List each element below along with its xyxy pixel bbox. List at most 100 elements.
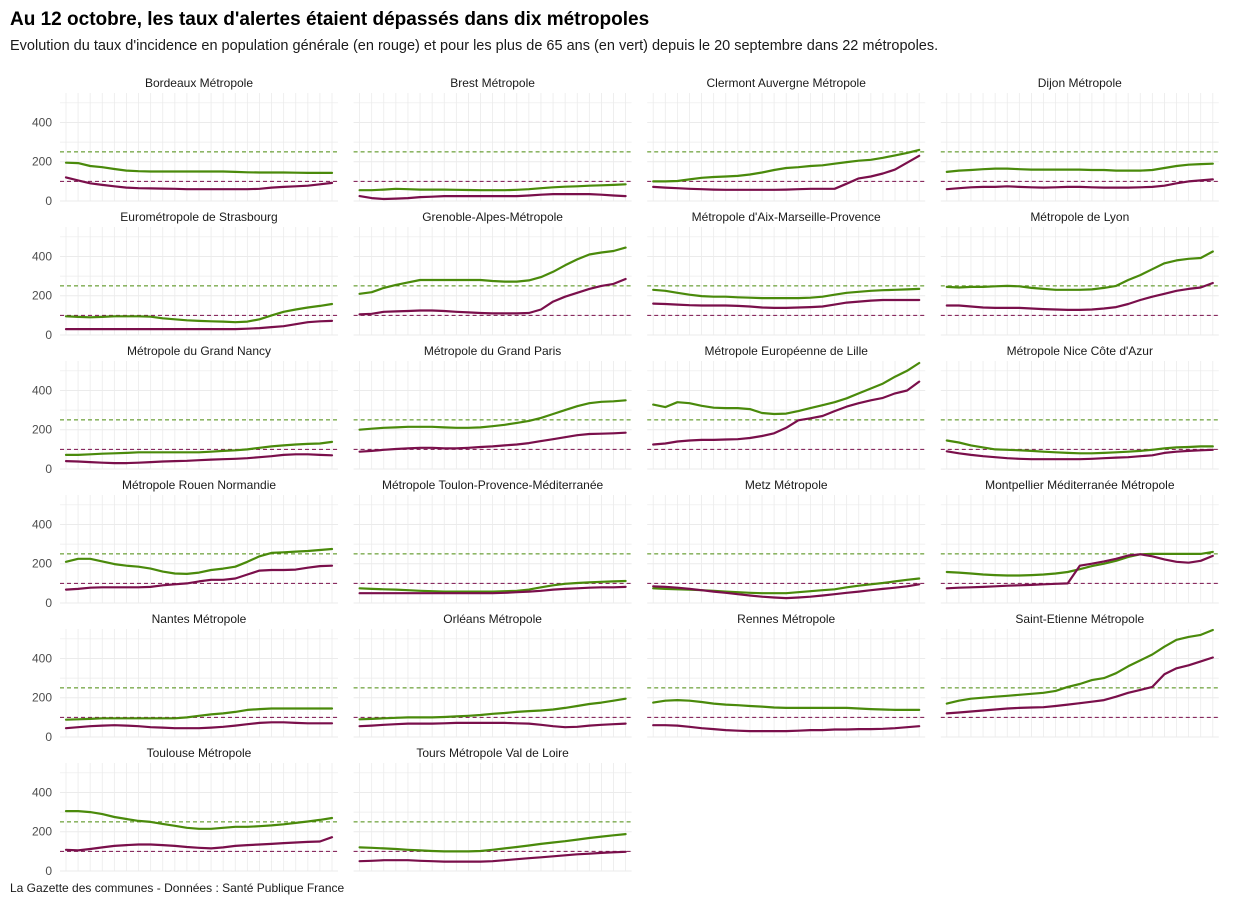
- facet-tours-metropole-val-de-loire: Tours Métropole Val de Loire: [353, 746, 632, 872]
- series-line-general: [652, 724, 921, 733]
- facet-metropole-toulon-provence-mediterranee: Métropole Toulon-Provence-Méditerranée: [353, 478, 632, 604]
- series-line-general: [358, 721, 627, 729]
- series-line-general: [945, 178, 1214, 191]
- y-tick-label: 0: [45, 462, 52, 476]
- series-line-general: [945, 553, 1214, 590]
- facet-saint-etienne-metropole: Saint-Etienne Métropole: [940, 612, 1219, 738]
- y-tick-label: 0: [45, 596, 52, 610]
- facet-clermont-auvergne-metropole: Clermont Auvergne Métropole: [647, 76, 926, 202]
- series-line-over65: [652, 361, 921, 416]
- y-tick-label: 0: [45, 730, 52, 744]
- facet-title: Toulouse Métropole: [147, 746, 252, 760]
- series-line-general: [652, 583, 921, 600]
- y-tick-label: 400: [32, 249, 52, 263]
- facet-metropole-rouen-normandie: Métropole Rouen Normandie 0 200 400: [32, 478, 338, 610]
- facet-metz-metropole: Metz Métropole: [647, 478, 926, 604]
- series-line-over65: [64, 440, 334, 456]
- facet-title: Métropole Rouen Normandie: [122, 478, 276, 492]
- series-line-general: [64, 176, 334, 191]
- y-tick-label: 200: [32, 289, 52, 303]
- series-line-general: [945, 656, 1214, 715]
- series-line-over65: [64, 809, 334, 830]
- series-line-over65: [945, 550, 1214, 577]
- facet-toulouse-metropole: Toulouse Métropole 0 200 400: [32, 746, 338, 878]
- series-line-over65: [358, 246, 627, 295]
- series-line-over65: [652, 698, 921, 712]
- series-line-general: [64, 453, 334, 465]
- y-tick-label: 200: [32, 825, 52, 839]
- series-line-general: [64, 319, 334, 331]
- y-tick-label: 200: [32, 557, 52, 571]
- y-tick-label: 200: [32, 423, 52, 437]
- series-line-general: [64, 836, 334, 852]
- series-line-over65: [945, 250, 1214, 291]
- facet-title: Dijon Métropole: [1038, 76, 1122, 90]
- facet-montpellier-mediterranee-metropole: Montpellier Méditerranée Métropole: [940, 478, 1219, 604]
- y-tick-label: 200: [32, 691, 52, 705]
- facet-title: Bordeaux Métropole: [145, 76, 253, 90]
- facet-title: Metz Métropole: [745, 478, 828, 492]
- series-line-over65: [64, 547, 334, 576]
- series-line-over65: [945, 628, 1214, 705]
- facet-brest-metropole: Brest Métropole: [353, 76, 632, 202]
- series-line-general: [652, 154, 921, 191]
- y-tick-label: 400: [32, 517, 52, 531]
- y-tick-label: 200: [32, 155, 52, 169]
- facet-metropole-d-aix-marseille-provence: Métropole d'Aix-Marseille-Provence: [647, 210, 926, 336]
- y-tick-label: 0: [45, 194, 52, 208]
- chart-subtitle: Evolution du taux d'incidence en populat…: [10, 38, 939, 54]
- series-line-over65: [358, 183, 627, 192]
- series-line-over65: [64, 302, 334, 324]
- series-line-over65: [358, 697, 627, 721]
- facet-dijon-metropole: Dijon Métropole: [940, 76, 1219, 202]
- facet-nantes-metropole: Nantes Métropole 0 200 400: [32, 612, 338, 744]
- facet-orleans-metropole: Orléans Métropole: [353, 612, 632, 738]
- facet-title: Rennes Métropole: [737, 612, 835, 626]
- facet-title: Métropole Toulon-Provence-Méditerranée: [382, 478, 604, 492]
- facet-rennes-metropole: Rennes Métropole: [647, 612, 926, 738]
- facet-metropole-nice-cote-d-azur: Métropole Nice Côte d'Azur: [940, 344, 1219, 470]
- series-line-over65: [358, 579, 627, 593]
- facet-eurometropole-de-strasbourg: Eurométropole de Strasbourg 0 200 400: [32, 210, 338, 342]
- series-line-over65: [945, 162, 1214, 173]
- series-line-general: [64, 564, 334, 591]
- y-tick-label: 0: [45, 328, 52, 342]
- series-line-general: [652, 298, 921, 309]
- series-line-over65: [64, 161, 334, 174]
- series-line-general: [358, 431, 627, 453]
- series-line-over65: [652, 287, 921, 300]
- series-line-general: [358, 850, 627, 863]
- series-line-general: [652, 380, 921, 446]
- y-tick-label: 0: [45, 864, 52, 878]
- series-line-general: [358, 193, 627, 201]
- facet-title: Métropole du Grand Paris: [424, 344, 561, 358]
- series-line-over65: [358, 832, 627, 853]
- facet-metropole-europeenne-de-lille: Métropole Européenne de Lille: [647, 344, 926, 470]
- series-line-over65: [945, 439, 1214, 455]
- facet-title: Brest Métropole: [450, 76, 535, 90]
- facet-title: Eurométropole de Strasbourg: [120, 210, 277, 224]
- series-line-over65: [64, 707, 334, 721]
- facet-title: Métropole Européenne de Lille: [704, 344, 868, 358]
- facet-title: Métropole de Lyon: [1030, 210, 1129, 224]
- facet-title: Saint-Etienne Métropole: [1015, 612, 1144, 626]
- chart-title: Au 12 octobre, les taux d'alertes étaien…: [10, 9, 650, 30]
- facet-grenoble-alpes-metropole: Grenoble-Alpes-Métropole: [353, 210, 632, 336]
- facet-title: Tours Métropole Val de Loire: [416, 746, 569, 760]
- facet-bordeaux-metropole: Bordeaux Métropole 0 200 400: [32, 76, 338, 208]
- facet-title: Montpellier Méditerranée Métropole: [985, 478, 1175, 492]
- series-line-over65: [652, 148, 921, 183]
- facet-title: Métropole Nice Côte d'Azur: [1007, 344, 1153, 358]
- facet-title: Grenoble-Alpes-Métropole: [422, 210, 563, 224]
- facet-metropole-du-grand-nancy: Métropole du Grand Nancy 0 200 400: [32, 344, 338, 476]
- y-tick-label: 400: [32, 383, 52, 397]
- y-tick-label: 400: [32, 651, 52, 665]
- facet-title: Orléans Métropole: [443, 612, 542, 626]
- y-tick-label: 400: [32, 785, 52, 799]
- series-line-general: [945, 448, 1214, 461]
- series-line-general: [358, 585, 627, 595]
- chart-caption: La Gazette des communes - Données : Sant…: [10, 881, 345, 895]
- series-line-general: [358, 277, 627, 316]
- facet-metropole-de-lyon: Métropole de Lyon: [940, 210, 1219, 336]
